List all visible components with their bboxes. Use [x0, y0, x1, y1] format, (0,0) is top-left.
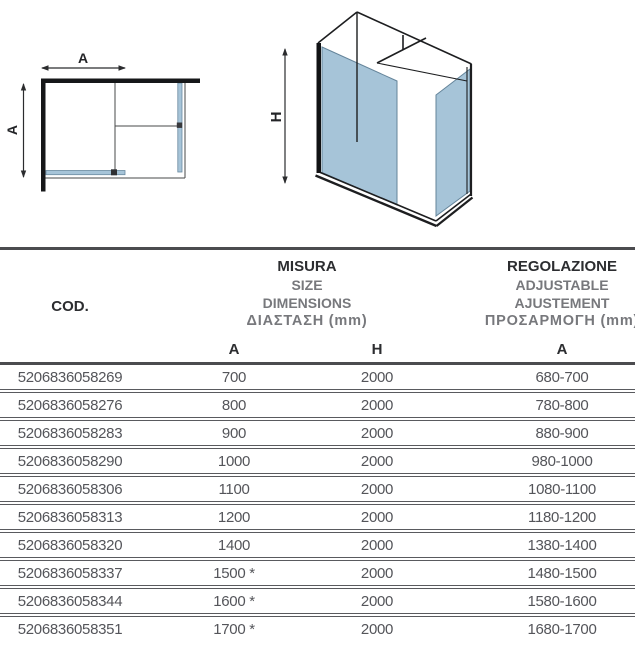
- iso-glass-panel-right: [435, 67, 471, 217]
- cell-a: 900: [221, 424, 247, 442]
- table-row: 5206836058320 1400 2000 1380-1400: [0, 533, 635, 557]
- cell-cod: 5206836058306: [17, 480, 123, 498]
- iso-glass-panel-left: [321, 46, 398, 206]
- row-separator: [0, 529, 635, 533]
- cell-reg: 880-900: [535, 424, 589, 442]
- plan-wall-top: [41, 78, 200, 83]
- adjust-header-gr: ΠΡΟΣΑΡΜΟΓΗ (mm): [484, 313, 635, 329]
- plan-width-dimension-arrow: [41, 65, 126, 71]
- cell-h: 2000: [360, 424, 394, 442]
- plan-fixing-square-right: [176, 122, 183, 128]
- table-row: 5206836058306 1100 2000 1080-1100: [0, 477, 635, 501]
- iso-frame-edges: [315, 11, 474, 228]
- cell-cod: 5206836058320: [17, 536, 123, 554]
- cell-h: 2000: [360, 480, 394, 498]
- cell-a: 800: [221, 396, 247, 414]
- adjust-header-it: REGOLAZIONE: [506, 258, 617, 275]
- table-row: 5206836058283 900 2000 880-900: [0, 421, 635, 445]
- cell-h: 2000: [360, 452, 394, 470]
- table-rows: 5206836058269 700 2000 680-700 5206836058276…: [0, 365, 635, 641]
- cell-reg: 1180-1200: [528, 508, 596, 526]
- subheader-adjust-a: A: [556, 340, 568, 358]
- cell-reg: 780-800: [535, 396, 589, 414]
- table-row: 5206836058290 1000 2000 980-1000: [0, 449, 635, 473]
- subheader-border: [0, 362, 635, 365]
- plan-depth-label: A: [4, 125, 20, 135]
- adjust-header-fr: AJUSTEMENT: [514, 295, 610, 311]
- subheader-size-a: A: [228, 340, 240, 358]
- cell-a: 1500 *: [213, 564, 255, 582]
- row-separator: [0, 473, 635, 477]
- table-row: 5206836058276 800 2000 780-800: [0, 393, 635, 417]
- cell-reg: 1080-1100: [528, 480, 596, 498]
- iso-wall-profile-left: [316, 43, 321, 173]
- plan-width-label: A: [78, 50, 88, 66]
- cell-cod: 5206836058283: [17, 424, 123, 442]
- plan-room-outline: [45, 81, 186, 179]
- column-header-size-group: MISURA SIZE DIMENSIONS ΔΙΑΣΤΑΣΗ (mm): [187, 250, 427, 362]
- cell-reg: 1580-1600: [527, 592, 597, 610]
- cell-h: 2000: [360, 592, 394, 610]
- cell-cod: 5206836058276: [17, 396, 123, 414]
- cell-cod: 5206836058313: [17, 508, 123, 526]
- plan-depth-dimension-arrow: [20, 83, 27, 178]
- table-row: 5206836058344 1600 * 2000 1580-1600: [0, 589, 635, 613]
- row-separator: [0, 557, 635, 561]
- table-row: 5206836058313 1200 2000 1180-1200: [0, 505, 635, 529]
- cell-a: 1700 *: [213, 620, 255, 638]
- cell-reg: 1680-1700: [527, 620, 597, 638]
- subheader-spacer: [0, 336, 140, 362]
- cell-cod: 5206836058337: [17, 564, 123, 582]
- plan-glass-panel-bottom: [45, 170, 126, 176]
- cell-cod: 5206836058351: [17, 620, 123, 638]
- column-header-cod: COD.: [51, 297, 89, 315]
- column-header-adjustable-group: REGOLAZIONE ADJUSTABLE AJUSTEMENT ΠΡΟΣΑΡ…: [427, 250, 635, 362]
- size-header-en2: DIMENSIONS: [262, 295, 352, 311]
- table-row: 5206836058269 700 2000 680-700: [0, 365, 635, 389]
- row-separator: [0, 389, 635, 393]
- isometric-view-diagram: H: [268, 11, 474, 228]
- table-subheader-row: A H A: [0, 336, 635, 362]
- cell-cod: 5206836058344: [17, 592, 123, 610]
- cell-reg: 1380-1400: [527, 536, 597, 554]
- subheader-size-h: H: [371, 340, 383, 358]
- size-header-gr: ΔΙΑΣΤΑΣΗ (mm): [246, 313, 368, 329]
- plan-fixing-square-bottom: [111, 169, 117, 176]
- row-separator: [0, 613, 635, 617]
- cell-a: 700: [221, 368, 247, 386]
- cell-h: 2000: [360, 536, 394, 554]
- size-header-it: MISURA: [277, 258, 337, 275]
- cell-a: 1200: [217, 508, 251, 526]
- plan-view-diagram: A A: [4, 50, 200, 192]
- cell-reg: 980-1000: [531, 452, 593, 470]
- cell-h: 2000: [360, 508, 394, 526]
- table-row: 5206836058351 1700 * 2000 1680-1700: [0, 617, 635, 641]
- cell-reg: 680-700: [535, 368, 589, 386]
- iso-height-dimension-arrow: [282, 48, 288, 184]
- cell-cod: 5206836058269: [17, 368, 123, 386]
- row-separator: [0, 417, 635, 421]
- cell-a: 1400: [217, 536, 251, 554]
- row-separator: [0, 585, 635, 589]
- cell-a: 1600 *: [213, 592, 255, 610]
- cell-cod: 5206836058290: [17, 452, 123, 470]
- iso-height-label: H: [268, 112, 285, 123]
- table-row: 5206836058337 1500 * 2000 1480-1500: [0, 561, 635, 585]
- row-separator: [0, 445, 635, 449]
- technical-drawings: A A: [4, 11, 474, 228]
- table-top-border: [0, 247, 635, 250]
- plan-wall-left: [41, 78, 46, 192]
- cell-h: 2000: [360, 564, 394, 582]
- size-header-en: SIZE: [291, 277, 323, 293]
- cell-a: 1000: [217, 452, 251, 470]
- cell-reg: 1480-1500: [527, 564, 597, 582]
- cell-h: 2000: [360, 396, 394, 414]
- row-separator: [0, 501, 635, 505]
- cell-h: 2000: [360, 620, 394, 638]
- cell-h: 2000: [360, 368, 394, 386]
- adjust-header-en: ADJUSTABLE: [515, 277, 609, 293]
- cell-a: 1100: [218, 480, 250, 498]
